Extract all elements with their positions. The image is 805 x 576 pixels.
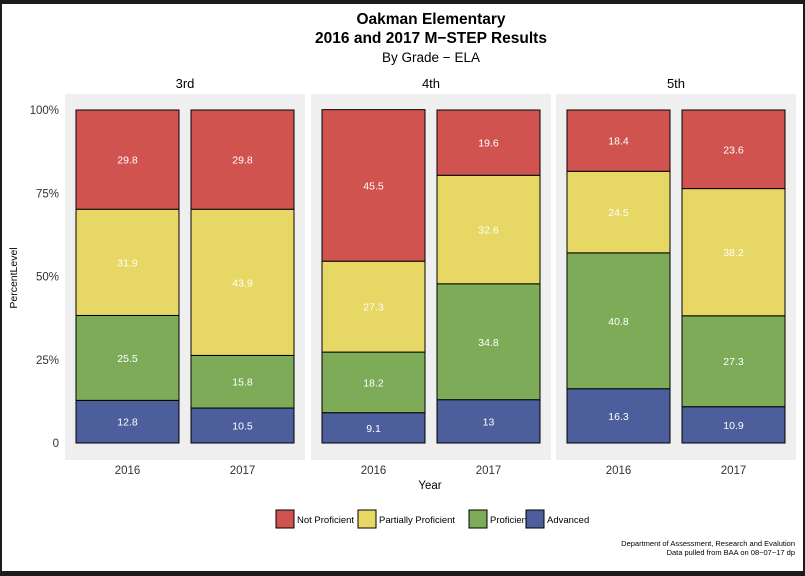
legend-label-proficient: Proficient xyxy=(490,515,530,526)
chart-subtitle: By Grade − ELA xyxy=(382,50,480,65)
data-label-4th-2017-not-proficient: 19.6 xyxy=(478,138,499,150)
x-tick-label-4th-2017: 2017 xyxy=(476,465,502,477)
data-label-5th-2016-advanced: 16.3 xyxy=(608,411,629,423)
bar-segment-4th-2017-not-proficient xyxy=(436,109,541,176)
data-label-5th-2016-proficient: 40.8 xyxy=(608,316,629,328)
bar-segment-4th-2017-proficient xyxy=(436,283,541,401)
y-tick-label-0: 0 xyxy=(53,438,59,450)
chart-title-line1: Oakman Elementary xyxy=(356,11,505,28)
data-label-5th-2017-not-proficient: 23.6 xyxy=(723,144,744,156)
legend-label-advanced: Advanced xyxy=(547,515,589,526)
legend-label-partially-proficient: Partially Proficient xyxy=(379,515,455,526)
chart-canvas: Oakman Elementary 2016 and 2017 M−STEP R… xyxy=(8,11,796,557)
bar-segment-3rd-2017-not-proficient xyxy=(190,109,295,210)
bar-segment-3rd-2017-partially-proficient xyxy=(190,208,295,356)
bar-segment-4th-2016-proficient xyxy=(321,351,426,414)
footer-line2: Data pulled from BAA on 08−07−17 dp xyxy=(667,548,795,557)
panel-strip-4th xyxy=(311,72,551,94)
bar-segment-5th-2016-proficient xyxy=(566,252,671,390)
bar-segment-3rd-2016-advanced xyxy=(75,399,180,444)
data-label-5th-2017-partially-proficient: 38.2 xyxy=(723,247,744,259)
bar-segment-4th-2016-advanced xyxy=(321,412,426,444)
y-tick-label-100: 100% xyxy=(30,105,59,117)
bar-segment-3rd-2016-proficient xyxy=(75,314,180,401)
bar-segment-5th-2016-partially-proficient xyxy=(566,170,671,254)
chart-title-line2: 2016 and 2017 M−STEP Results xyxy=(315,30,547,47)
footer-line1: Department of Assessment, Research and E… xyxy=(621,539,795,548)
legend-swatch-proficient xyxy=(468,509,488,529)
data-label-3rd-2017-advanced: 10.5 xyxy=(232,421,253,433)
data-label-3rd-2016-not-proficient: 29.8 xyxy=(117,155,138,167)
x-tick-label-4th-2016: 2016 xyxy=(361,465,387,477)
x-tick-label-3rd-2017: 2017 xyxy=(230,465,256,477)
data-label-4th-2017-proficient: 34.8 xyxy=(478,337,499,349)
bar-segment-4th-2017-advanced xyxy=(436,399,541,444)
panel-strip-3rd xyxy=(65,72,305,94)
data-label-3rd-2016-partially-proficient: 31.9 xyxy=(117,257,138,269)
panel-strip-5th xyxy=(556,72,796,94)
data-label-3rd-2017-partially-proficient: 43.9 xyxy=(232,277,253,289)
panels-group: 3rd 12.8 25.5 31.9 29.8 2016 10.5 15.8 43.9 29.8 2… xyxy=(65,72,796,477)
data-label-3rd-2017-proficient: 15.8 xyxy=(232,377,253,389)
data-label-3rd-2016-advanced: 12.8 xyxy=(117,417,138,429)
bar-segment-5th-2016-not-proficient xyxy=(566,109,671,172)
x-axis-label: Year xyxy=(418,480,441,492)
y-tick-label-50: 50% xyxy=(36,272,59,284)
bar-segment-5th-2017-partially-proficient xyxy=(681,188,786,317)
data-label-5th-2016-not-proficient: 18.4 xyxy=(608,136,629,148)
bar-segment-4th-2016-not-proficient xyxy=(321,109,426,262)
data-label-4th-2016-partially-proficient: 27.3 xyxy=(363,302,384,314)
bar-segment-5th-2017-not-proficient xyxy=(681,109,786,190)
x-tick-label-5th-2017: 2017 xyxy=(721,465,747,477)
bar-segment-3rd-2017-advanced xyxy=(190,407,295,444)
data-label-4th-2016-proficient: 18.2 xyxy=(363,377,384,389)
data-label-4th-2016-not-proficient: 45.5 xyxy=(363,180,384,192)
y-axis-label: PercentLevel xyxy=(8,247,20,308)
data-label-5th-2017-proficient: 27.3 xyxy=(723,356,744,368)
legend-swatch-advanced xyxy=(525,509,545,529)
data-label-4th-2017-advanced: 13 xyxy=(483,416,495,428)
legend-swatch-partially-proficient xyxy=(357,509,377,529)
legend: Not Proficient Partially Proficient Profic… xyxy=(275,509,589,529)
data-label-5th-2016-partially-proficient: 24.5 xyxy=(608,207,629,219)
data-label-3rd-2017-not-proficient: 29.8 xyxy=(232,155,253,167)
y-axis: 0 25% 50% 75% 100% xyxy=(30,105,59,450)
bar-segment-3rd-2016-partially-proficient xyxy=(75,208,180,316)
data-label-5th-2017-advanced: 10.9 xyxy=(723,420,744,432)
data-label-3rd-2016-proficient: 25.5 xyxy=(117,353,138,365)
bar-segment-4th-2017-partially-proficient xyxy=(436,174,541,285)
panel-label-4th: 4th xyxy=(422,76,440,91)
y-tick-label-75: 75% xyxy=(36,188,59,200)
x-tick-label-3rd-2016: 2016 xyxy=(115,465,141,477)
panel-label-5th: 5th xyxy=(667,76,685,91)
x-tick-label-5th-2016: 2016 xyxy=(606,465,632,477)
data-label-4th-2017-partially-proficient: 32.6 xyxy=(478,225,499,237)
chart-frame: Oakman Elementary 2016 and 2017 M−STEP R… xyxy=(2,4,803,571)
y-tick-label-25: 25% xyxy=(36,355,59,367)
bar-segment-4th-2016-partially-proficient xyxy=(321,260,426,353)
data-label-4th-2016-advanced: 9.1 xyxy=(366,423,381,435)
legend-label-not-proficient: Not Proficient xyxy=(297,515,354,526)
bar-segment-5th-2016-advanced xyxy=(566,388,671,444)
legend-swatch-not-proficient xyxy=(275,509,295,529)
bar-segment-3rd-2016-not-proficient xyxy=(75,109,180,210)
bar-segment-3rd-2017-proficient xyxy=(190,354,295,409)
bar-segment-5th-2017-proficient xyxy=(681,315,786,408)
panel-label-3rd: 3rd xyxy=(176,76,195,91)
